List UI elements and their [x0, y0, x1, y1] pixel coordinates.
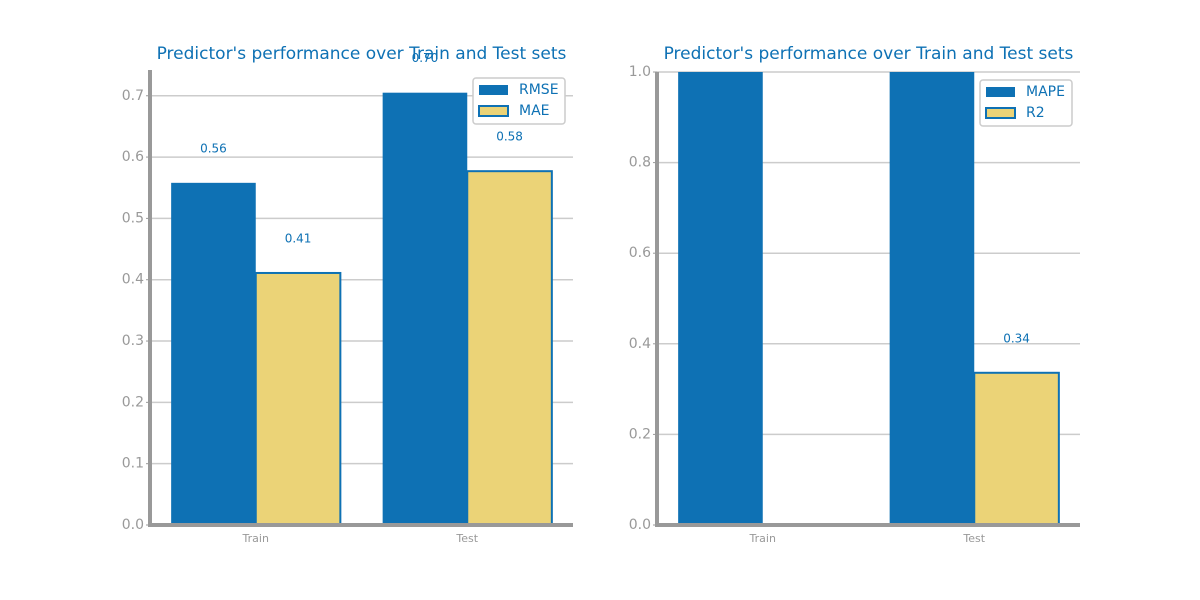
- x-tick-label: Test: [962, 532, 985, 545]
- y-tick-label: 0.2: [122, 394, 144, 410]
- y-tick-label: 0.1: [122, 456, 144, 472]
- y-tick-label: 0.6: [122, 149, 144, 165]
- legend-label: MAE: [519, 103, 550, 119]
- bar: [382, 92, 468, 525]
- y-tick-label: 0.6: [629, 245, 651, 261]
- bars: [171, 92, 553, 525]
- legend-swatch: [985, 107, 1016, 119]
- x-tick-label: Train: [749, 532, 776, 545]
- y-tick-label: 0.8: [629, 155, 651, 171]
- y-tick-label: 0.0: [629, 517, 651, 533]
- legend-swatch: [986, 87, 1015, 97]
- bar: [973, 371, 1060, 525]
- legend-label: R2: [1026, 105, 1045, 121]
- value-label: 0.41: [285, 231, 312, 245]
- value-label: 0.58: [496, 130, 523, 144]
- bar: [889, 72, 975, 525]
- chart-title: Predictor's performance over Train and T…: [664, 44, 1074, 64]
- y-tick-label: 0.2: [629, 426, 651, 442]
- legend-label: RMSE: [519, 82, 559, 98]
- chart-title: Predictor's performance over Train and T…: [157, 44, 567, 64]
- y-tick-label: 1.0: [629, 64, 651, 80]
- legend-swatch: [478, 105, 509, 117]
- legend-swatch: [479, 85, 508, 95]
- value-label: 0.70: [412, 51, 439, 65]
- chart: Predictor's performance over Train and T…: [629, 44, 1080, 545]
- value-label: 0.56: [200, 141, 227, 155]
- y-tick-label: 0.0: [122, 517, 144, 533]
- x-tick-label: Test: [455, 532, 478, 545]
- y-tick-label: 0.4: [122, 272, 144, 288]
- bars: [678, 72, 1060, 525]
- bar: [254, 271, 342, 525]
- bar: [171, 182, 256, 525]
- value-label: 0.34: [1003, 331, 1030, 345]
- y-tick-label: 0.7: [122, 88, 144, 104]
- bar: [678, 72, 763, 525]
- y-tick-label: 0.5: [122, 210, 144, 226]
- chart: Predictor's performance over Train and T…: [122, 44, 573, 545]
- y-tick-label: 0.4: [629, 336, 651, 352]
- bar: [466, 170, 553, 525]
- legend-label: MAPE: [1026, 84, 1065, 100]
- x-tick-label: Train: [242, 532, 269, 545]
- y-tick-label: 0.3: [122, 333, 144, 349]
